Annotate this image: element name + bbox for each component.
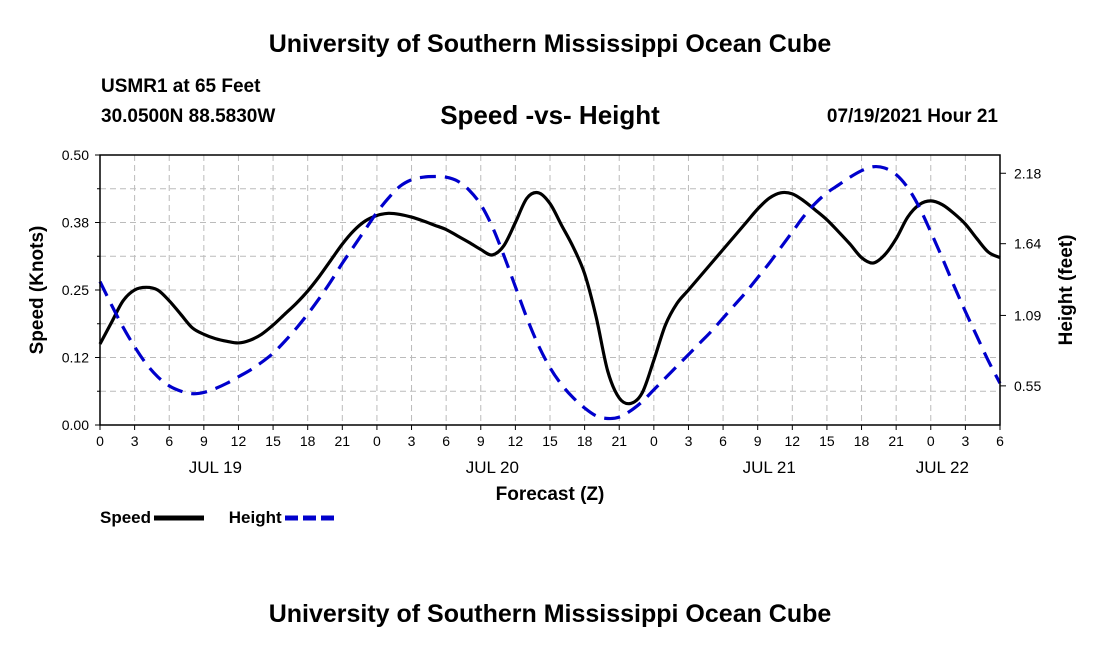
legend-speed-label: Speed [100,508,152,527]
y-tick-label: 0.00 [62,417,89,433]
x-date-label: JUL 20 [466,458,519,477]
legend-height-label: Height [228,508,282,527]
x-tick-label: 18 [300,433,316,449]
x-tick-label: 9 [477,433,485,449]
legend: Speed Height [100,508,355,528]
x-tick-label: 3 [408,433,416,449]
x-tick-label: 0 [373,433,381,449]
x-tick-label: 18 [854,433,870,449]
x-tick-label: 12 [508,433,524,449]
chart-title: Speed -vs- Height [440,100,660,130]
y2-tick-label: 2.18 [1014,165,1041,181]
speed-series-line [98,190,1001,406]
x-tick-label: 21 [335,433,351,449]
x-date-label: JUL 22 [916,458,969,477]
x-tick-label: 18 [577,433,593,449]
x-tick-label: 0 [650,433,658,449]
x-tick-label: 15 [819,433,835,449]
x-tick-label: 3 [685,433,693,449]
x-tick-label: 12 [231,433,247,449]
x-date-label: JUL 21 [743,458,796,477]
x-tick-label: 6 [719,433,727,449]
x-tick-label: 21 [888,433,904,449]
y-tick-label: 0.38 [62,215,89,231]
y-tick-label: 0.25 [62,282,89,298]
footer-title: University of Southern Mississippi Ocean… [268,600,832,628]
y2-tick-label: 1.09 [1014,307,1041,323]
x-tick-label: 15 [542,433,558,449]
x-tick-label: 9 [754,433,762,449]
y2-tick-label: 0.55 [1014,378,1041,394]
y-axis-label: Speed (Knots) [27,226,48,355]
x-date-label: JUL 19 [189,458,242,477]
forecast-date-label: 07/19/2021 Hour 21 [826,106,998,127]
legend-height-swatch [284,515,335,521]
x-tick-label: 9 [200,433,208,449]
y-tick-label: 0.12 [62,350,89,366]
x-tick-label: 6 [442,433,450,449]
height-series-line [98,164,1002,421]
x-tick-label: 0 [96,433,104,449]
x-tick-label: 6 [165,433,173,449]
legend-item-height: Height [229,508,337,528]
page-title: University of Southern Mississippi Ocean… [268,30,832,58]
y2-tick-label: 1.64 [1014,236,1041,252]
y2-axis-label: Height (feet) [1056,235,1077,346]
x-tick-label: 3 [961,433,969,449]
x-tick-label: 0 [927,433,935,449]
legend-speed-swatch [154,515,205,521]
y-tick-label: 0.50 [62,147,89,163]
coordinates-label: 30.0500N 88.5830W [101,106,276,127]
x-axis-label: Forecast (Z) [496,484,605,505]
x-tick-label: 6 [996,433,1004,449]
x-tick-label: 15 [265,433,281,449]
x-tick-label: 12 [785,433,801,449]
station-label: USMR1 at 65 Feet [101,76,261,97]
x-tick-label: 3 [131,433,139,449]
x-tick-label: 21 [611,433,627,449]
legend-item-speed: Speed [100,508,206,528]
